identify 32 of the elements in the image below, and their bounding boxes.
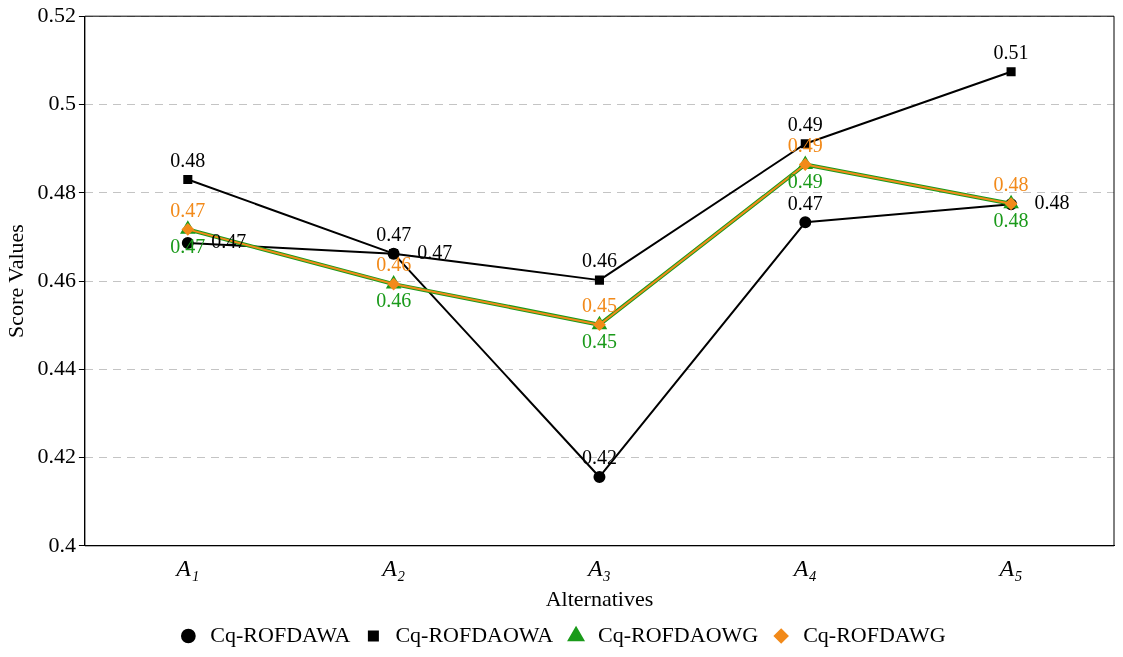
legend-label: Cq-ROFDAOWG <box>598 621 759 647</box>
x-tick-label: A₁ <box>174 554 200 581</box>
data-label: 0.48 <box>170 148 206 171</box>
data-label: 0.47 <box>787 191 823 214</box>
y-tick-label: 0.42 <box>37 443 76 469</box>
legend-label: Cq-ROFDAOWA <box>395 621 554 647</box>
y-tick-label: 0.46 <box>37 266 76 292</box>
x-axis-title: Alternatives <box>545 585 654 611</box>
data-label: 0.49 <box>787 169 823 192</box>
legend-label: Cq-ROFDAWG <box>803 621 946 647</box>
y-tick-label: 0.44 <box>37 355 76 381</box>
data-label: 0.51 <box>993 41 1029 64</box>
y-axis-title: Score Values <box>2 224 28 338</box>
data-label: 0.48 <box>993 173 1029 196</box>
x-tick-label: A₃ <box>585 554 611 581</box>
x-tick-label: A₂ <box>380 554 406 581</box>
data-label: 0.46 <box>581 249 617 272</box>
x-tick-label: A₄ <box>791 554 817 581</box>
y-tick-label: 0.5 <box>48 90 76 116</box>
data-label: 0.47 <box>170 198 206 221</box>
y-tick-label: 0.4 <box>48 531 76 557</box>
data-label: 0.48 <box>993 209 1029 232</box>
y-tick-label: 0.52 <box>37 1 76 27</box>
data-label: 0.49 <box>787 113 823 135</box>
data-label: 0.47 <box>376 222 412 245</box>
x-tick-label: A₅ <box>997 554 1023 581</box>
data-label: 0.45 <box>581 293 617 316</box>
legend-label: Cq-ROFDAWA <box>210 621 351 647</box>
data-label: 0.45 <box>581 329 617 352</box>
y-tick-label: 0.48 <box>37 178 76 204</box>
data-label: 0.46 <box>376 289 412 312</box>
data-label: 0.48 <box>1034 191 1070 214</box>
